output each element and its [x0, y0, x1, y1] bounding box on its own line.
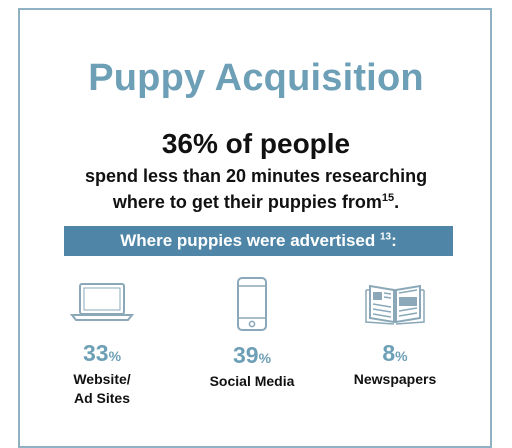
stat-social-value: 39% — [197, 342, 307, 369]
banner-end: : — [391, 231, 397, 250]
stat-social-media: 39% Social Media — [197, 276, 307, 391]
subline-2: where to get their puppies from15. — [0, 192, 512, 213]
subline-1: spend less than 20 minutes researching — [0, 166, 512, 187]
stat-social-unit: % — [258, 350, 272, 366]
stat-newspapers-label: Newspapers — [353, 371, 437, 387]
stat-newspapers-unit: % — [395, 348, 408, 364]
page-title: Puppy Acquisition — [88, 57, 424, 99]
stat-website: 33% Website/ Ad Sites — [52, 282, 152, 408]
stat-website-number: 33 — [82, 340, 109, 366]
stat-website-label: Website/ Ad Sites — [73, 371, 131, 406]
phone-icon — [237, 277, 267, 331]
subline-1-text: spend less than 20 minutes researching — [84, 166, 428, 186]
footnote-ref-15: 15 — [381, 192, 395, 204]
footnote-ref-13: 13 — [380, 231, 392, 243]
stat-website-unit: % — [108, 348, 122, 364]
stat-newspapers: 8% Newspapers — [345, 282, 445, 389]
stat-newspapers-value: 8% — [345, 340, 445, 367]
stat-social-label: Social Media — [209, 373, 295, 389]
advertised-banner: Where puppies were advertised 13: — [64, 226, 453, 256]
headline: 36% of people — [161, 128, 351, 159]
subline-2-text: where to get their puppies from — [112, 192, 382, 212]
subline-2-end: . — [394, 192, 400, 212]
laptop-icon — [70, 283, 134, 321]
stat-newspapers-number: 8 — [382, 340, 396, 366]
stat-website-value: 33% — [52, 340, 152, 367]
stat-social-number: 39 — [232, 342, 259, 368]
banner-text: Where puppies were advertised — [120, 231, 380, 250]
newspaper-icon — [365, 284, 425, 325]
